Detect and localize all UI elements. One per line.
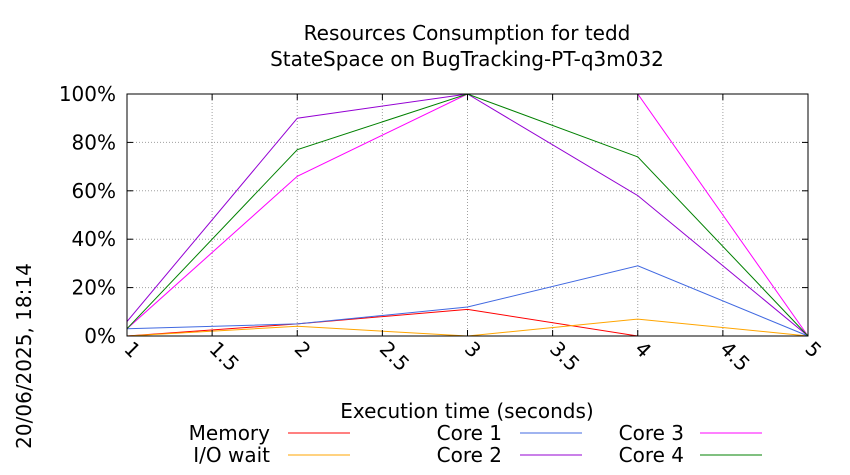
x-axis-label: Execution time (seconds) [340, 399, 593, 423]
y-tick-label: 80% [72, 130, 116, 154]
grid [126, 93, 809, 337]
y-tick-label: 60% [72, 179, 116, 203]
y-tick-label: 20% [72, 276, 116, 300]
y-tick-label: 40% [72, 227, 116, 251]
chart-subtitle: StateSpace on BugTracking-PT-q3m032 [270, 47, 664, 71]
legend-label: Core 1 [437, 421, 502, 445]
legend-label: Core 4 [619, 443, 684, 467]
x-tick-label: 3 [460, 337, 486, 363]
legend-label: Core 3 [619, 421, 684, 445]
x-tick-label: 2.5 [375, 337, 414, 376]
x-tick-label: 4 [630, 337, 656, 363]
series-line-core-1 [126, 265, 809, 337]
legend-label: Core 2 [437, 443, 502, 467]
x-tick-label: 1 [119, 337, 145, 363]
x-tick-label: 5 [800, 337, 826, 363]
legend-label: I/O wait [193, 443, 270, 467]
x-tick-label: 4.5 [715, 337, 754, 376]
axes: 0% 20% 40% 60% 80% 100% 1 1.5 2 2.5 3 3.5 4 4.5 5 [59, 82, 827, 376]
timestamp-label: 20/06/2025, 18:14 [12, 263, 36, 449]
legend-label: Memory [189, 421, 271, 445]
y-tick-label: 100% [59, 82, 116, 106]
chart-title: Resources Consumption for tedd [304, 21, 631, 45]
x-tick-label: 3.5 [545, 337, 584, 376]
x-tick-label: 2 [290, 337, 316, 363]
x-tick-label: 1.5 [205, 337, 244, 376]
y-tick-label: 0% [84, 324, 116, 348]
